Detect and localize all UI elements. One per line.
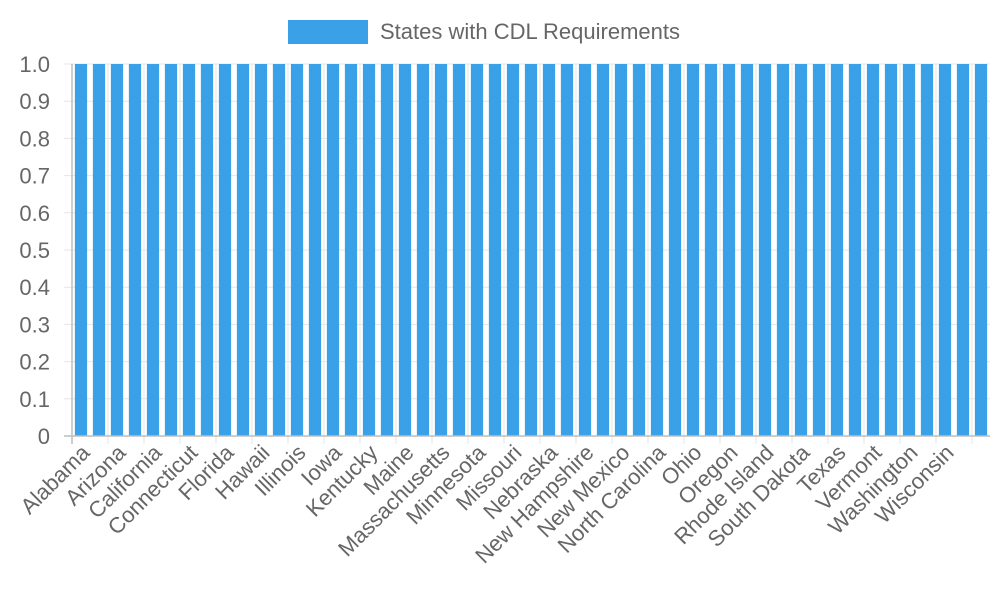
bar-indiana[interactable] <box>326 64 340 436</box>
bar-illinois[interactable] <box>308 64 322 436</box>
bar-alaska[interactable] <box>92 64 106 436</box>
y-tick-label: 1.0 <box>19 52 50 77</box>
y-tick-label: 0.4 <box>19 275 50 300</box>
bar-florida[interactable] <box>236 64 250 436</box>
y-tick-label: 0.8 <box>19 126 50 151</box>
y-tick-label: 0.9 <box>19 89 50 114</box>
bar-pennsylvania[interactable] <box>758 64 772 436</box>
bar-iowa[interactable] <box>344 64 358 436</box>
bar-new-mexico[interactable] <box>632 64 646 436</box>
legend-label: States with CDL Requirements <box>380 19 680 44</box>
bar-new-hampshire[interactable] <box>596 64 610 436</box>
axes <box>64 64 990 444</box>
bar-minnesota[interactable] <box>488 64 502 436</box>
y-tick-labels: 0 0.1 0.2 0.3 0.4 0.5 0.6 0.7 0.8 0.9 1.0 <box>19 52 50 449</box>
bar-connecticut[interactable] <box>182 64 196 436</box>
y-tick-label: 0.3 <box>19 312 50 337</box>
bar-mississippi[interactable] <box>506 64 520 436</box>
bar-maryland[interactable] <box>434 64 448 436</box>
bar-north-carolina[interactable] <box>668 64 682 436</box>
y-tick-label: 0.2 <box>19 350 50 375</box>
bar-tennessee[interactable] <box>830 64 844 436</box>
bar-kansas[interactable] <box>362 64 376 436</box>
bar-idaho[interactable] <box>290 64 304 436</box>
y-tick-label: 0.5 <box>19 238 50 263</box>
y-tick-label: 0.1 <box>19 387 50 412</box>
y-tick-label: 0 <box>38 424 50 449</box>
bar-hawaii[interactable] <box>272 64 286 436</box>
bar-new-jersey[interactable] <box>614 64 628 436</box>
bar-delaware[interactable] <box>200 64 214 436</box>
bar-oregon[interactable] <box>740 64 754 436</box>
bar-texas[interactable] <box>848 64 862 436</box>
x-tick-labels: AlabamaArizonaCaliforniaConnecticutFlori… <box>15 439 958 568</box>
legend[interactable]: States with CDL Requirements <box>288 19 680 44</box>
bar-arizona[interactable] <box>110 64 124 436</box>
bars <box>74 64 988 436</box>
bar-california[interactable] <box>146 64 160 436</box>
bar-maine[interactable] <box>416 64 430 436</box>
bar-rhode-island[interactable] <box>776 64 790 436</box>
y-tick-label: 0.6 <box>19 201 50 226</box>
bar-arkansas[interactable] <box>128 64 142 436</box>
bar-north-dakota[interactable] <box>686 64 700 436</box>
bar-south-carolina[interactable] <box>794 64 808 436</box>
bar-michigan[interactable] <box>470 64 484 436</box>
bar-virginia[interactable] <box>902 64 916 436</box>
bar-montana[interactable] <box>542 64 556 436</box>
y-tick-label: 0.7 <box>19 164 50 189</box>
bar-wisconsin[interactable] <box>956 64 970 436</box>
bar-georgia[interactable] <box>254 64 268 436</box>
bar-new-york[interactable] <box>650 64 664 436</box>
bar-louisiana[interactable] <box>398 64 412 436</box>
bar-south-dakota[interactable] <box>812 64 826 436</box>
bar-wyoming[interactable] <box>974 64 988 436</box>
bar-nevada[interactable] <box>578 64 592 436</box>
bar-alabama[interactable] <box>74 64 88 436</box>
bar-massachusetts[interactable] <box>452 64 466 436</box>
bar-west-virginia[interactable] <box>938 64 952 436</box>
legend-swatch <box>288 20 368 44</box>
bar-missouri[interactable] <box>524 64 538 436</box>
bar-washington[interactable] <box>920 64 934 436</box>
bar-district-of-columbia[interactable] <box>218 64 232 436</box>
bar-nebraska[interactable] <box>560 64 574 436</box>
bar-utah[interactable] <box>866 64 880 436</box>
bar-oklahoma[interactable] <box>722 64 736 436</box>
bar-vermont[interactable] <box>884 64 898 436</box>
bar-colorado[interactable] <box>164 64 178 436</box>
bar-kentucky[interactable] <box>380 64 394 436</box>
bar-ohio[interactable] <box>704 64 718 436</box>
